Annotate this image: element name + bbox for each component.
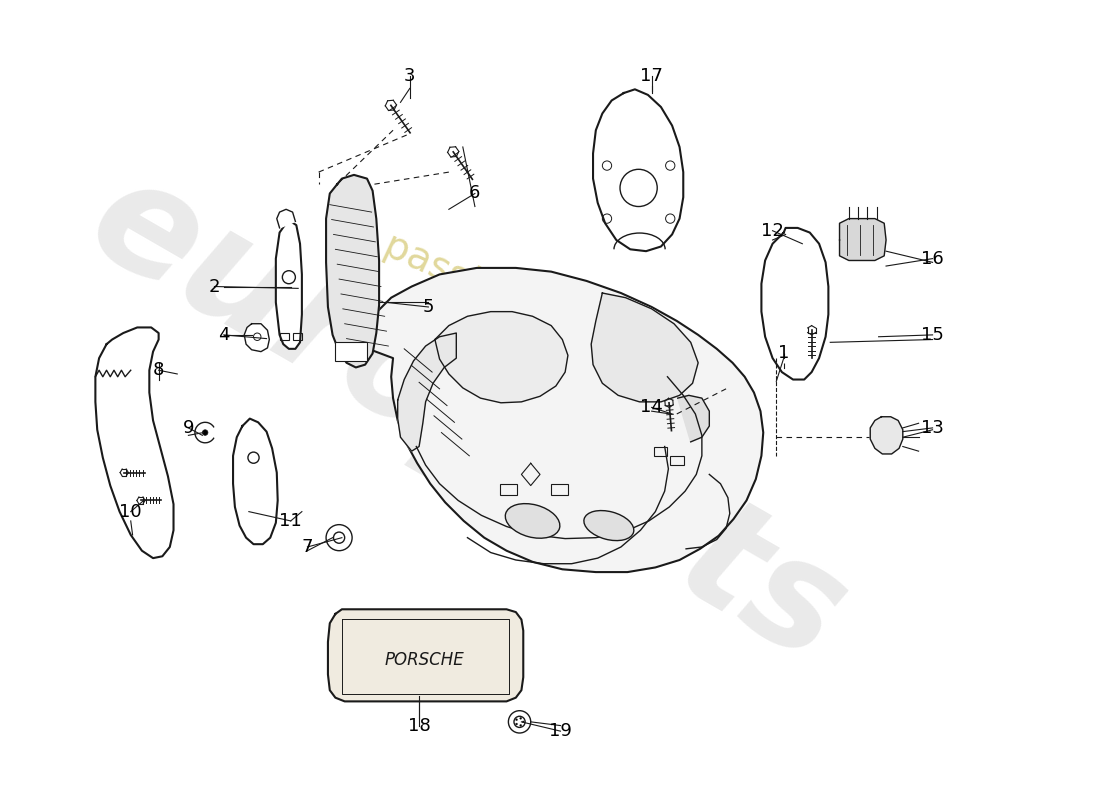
Text: 10: 10 (120, 502, 142, 521)
Text: a passion for porsche: a passion for porsche (345, 211, 739, 422)
Text: 19: 19 (549, 722, 572, 740)
Text: 1: 1 (778, 345, 790, 362)
Polygon shape (434, 312, 568, 402)
Circle shape (522, 721, 525, 722)
Text: 18: 18 (408, 717, 430, 734)
Text: 8: 8 (153, 362, 164, 379)
Polygon shape (593, 90, 683, 251)
Ellipse shape (505, 504, 560, 538)
Text: 5: 5 (422, 298, 435, 316)
Bar (336, 342, 367, 361)
Ellipse shape (584, 510, 634, 541)
Text: 2: 2 (209, 278, 220, 295)
Polygon shape (233, 418, 277, 544)
Text: 13: 13 (921, 419, 944, 437)
Polygon shape (277, 210, 296, 228)
Polygon shape (678, 395, 710, 442)
Text: 3: 3 (404, 67, 416, 86)
Bar (279, 333, 289, 341)
Text: 4: 4 (218, 326, 230, 344)
Polygon shape (398, 333, 456, 451)
Circle shape (520, 725, 521, 726)
Text: 17: 17 (640, 67, 663, 86)
Polygon shape (761, 228, 828, 379)
Polygon shape (244, 324, 270, 352)
Polygon shape (328, 610, 524, 702)
Bar (293, 333, 301, 341)
Circle shape (516, 718, 517, 721)
Text: 6: 6 (470, 185, 481, 202)
Bar (500, 484, 517, 495)
Bar (551, 484, 568, 495)
Polygon shape (326, 175, 379, 367)
Polygon shape (839, 218, 887, 261)
Text: europarts: europarts (65, 143, 870, 694)
Text: 16: 16 (921, 250, 944, 268)
Text: 7: 7 (301, 538, 314, 556)
Text: 9: 9 (183, 419, 195, 437)
Text: 14: 14 (640, 398, 663, 417)
Polygon shape (870, 417, 903, 454)
Circle shape (520, 718, 521, 719)
Text: 15: 15 (921, 326, 944, 344)
Polygon shape (591, 293, 698, 402)
Polygon shape (276, 222, 301, 349)
Bar (653, 446, 668, 456)
Polygon shape (96, 327, 174, 558)
Text: 12: 12 (761, 222, 784, 240)
Polygon shape (355, 268, 763, 572)
Text: 11: 11 (279, 512, 302, 530)
Circle shape (516, 723, 517, 725)
Circle shape (202, 430, 208, 435)
Bar (670, 456, 684, 465)
Text: PORSCHE: PORSCHE (385, 651, 464, 670)
